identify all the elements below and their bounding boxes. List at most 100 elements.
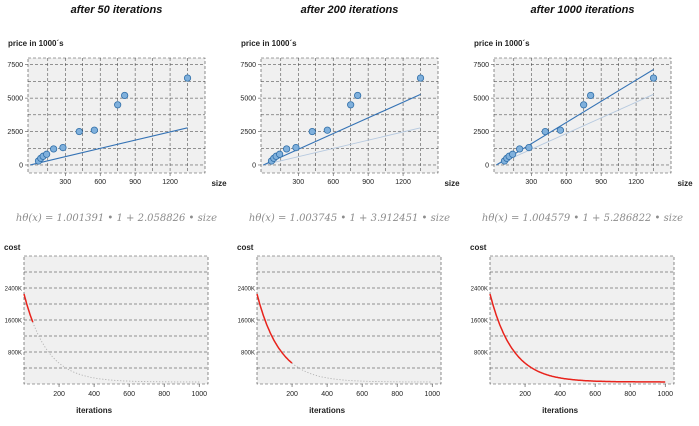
- panel-title-2: after 200 iterations: [300, 4, 399, 16]
- x-tick-label: 600: [123, 391, 135, 398]
- data-point: [509, 150, 517, 158]
- y-axis-label: cost: [4, 243, 21, 252]
- data-point: [516, 145, 524, 153]
- data-point: [354, 91, 362, 100]
- cost-chart-2: 800K 1600K 2400K 200 400 600 800 1000 cost iterat…: [237, 243, 442, 415]
- data-point: [587, 91, 595, 100]
- data-point: [649, 74, 658, 82]
- data-point: [308, 127, 316, 136]
- remaining-cost-curve: [291, 362, 433, 383]
- hypothesis-formula-2: hθ(x) = 1.003745 • 1 + 3.912451 • size: [248, 213, 451, 224]
- data-point: [43, 150, 51, 158]
- y-tick-label: 2400K: [5, 287, 22, 293]
- y-tick-label: 5000: [240, 96, 256, 103]
- x-tick-label: 900: [595, 179, 607, 186]
- x-tick-label: 200: [519, 391, 531, 398]
- y-tick-label: 2400K: [471, 287, 488, 293]
- y-axis-label: price in 1000´s: [241, 39, 297, 48]
- x-tick-label: 600: [560, 179, 572, 186]
- x-tick-label: 1000: [191, 391, 207, 398]
- x-tick-label: 600: [356, 391, 368, 398]
- hypothesis-formula-1: hθ(x) = 1.001391 • 1 + 2.058826 • size: [15, 213, 218, 224]
- remaining-cost-curve: [32, 321, 200, 383]
- x-axis-label: size: [677, 179, 693, 188]
- y-tick-label: 800K: [474, 351, 488, 357]
- x-tick-label: 1200: [395, 179, 411, 186]
- y-axis-label: price in 1000´s: [8, 39, 64, 48]
- cost-chart-1: 800K 1600K 2400K 200 400 600 800 1000 cost iterat…: [4, 243, 209, 415]
- y-tick-label: 0: [252, 162, 256, 169]
- x-tick-label: 800: [391, 391, 403, 398]
- data-point: [347, 101, 355, 109]
- data-point: [283, 145, 291, 153]
- y-tick-label: 5000: [7, 96, 23, 103]
- x-tick-label: 900: [129, 179, 141, 186]
- x-tick-label: 300: [292, 179, 304, 186]
- previous-regression-line: [263, 127, 421, 166]
- y-tick-label: 7500: [473, 62, 489, 69]
- cost-chart-3: 800K 1600K 2400K 200 400 600 800 1000 cost iterat…: [470, 243, 675, 415]
- y-tick-label: 800K: [241, 351, 255, 357]
- scatter-chart-3: 0 2500 5000 7500 300 600 900 1200 price in 1000´…: [473, 39, 693, 188]
- data-point: [323, 126, 331, 134]
- y-tick-label: 2500: [240, 129, 256, 136]
- panel-title-1: after 50 iterations: [70, 4, 163, 16]
- x-tick-label: 300: [525, 179, 537, 186]
- data-point: [276, 150, 284, 158]
- plot-area: [27, 57, 206, 174]
- y-tick-label: 7500: [7, 62, 23, 69]
- x-axis-label: iterations: [542, 406, 579, 415]
- x-tick-label: 200: [53, 391, 65, 398]
- x-tick-label: 300: [59, 179, 71, 186]
- data-point: [556, 126, 564, 134]
- x-axis-label: iterations: [76, 406, 113, 415]
- y-tick-label: 1600K: [238, 319, 255, 325]
- y-axis-label: cost: [237, 243, 254, 252]
- y-tick-label: 800K: [8, 351, 22, 357]
- y-axis-label: cost: [470, 243, 487, 252]
- x-axis-label: size: [444, 179, 460, 188]
- y-axis-label: price in 1000´s: [474, 39, 530, 48]
- data-point: [292, 143, 300, 152]
- x-tick-label: 800: [158, 391, 170, 398]
- data-point: [59, 143, 67, 152]
- data-point: [416, 74, 425, 82]
- cost-curve: [23, 293, 34, 323]
- plot-area: [260, 57, 439, 174]
- data-point: [525, 143, 533, 152]
- previous-regression-line: [496, 93, 654, 166]
- data-point: [183, 74, 192, 82]
- data-point: [541, 127, 549, 136]
- x-tick-label: 1200: [162, 179, 178, 186]
- x-tick-label: 200: [286, 391, 298, 398]
- y-tick-label: 2400K: [238, 287, 255, 293]
- cost-curve: [489, 293, 666, 383]
- y-tick-label: 2500: [473, 129, 489, 136]
- x-tick-label: 400: [554, 391, 566, 398]
- y-tick-label: 5000: [473, 96, 489, 103]
- x-axis-label: size: [211, 179, 227, 188]
- x-tick-label: 400: [321, 391, 333, 398]
- scatter-chart-1: 0 2500 5000 7500 300 600 900 1200 price in 1000´…: [7, 39, 227, 188]
- y-tick-label: 0: [485, 162, 489, 169]
- x-axis-label: iterations: [309, 406, 346, 415]
- x-tick-label: 900: [362, 179, 374, 186]
- panel-title-3: after 1000 iterations: [530, 4, 635, 16]
- regression-line: [263, 93, 421, 166]
- data-point: [50, 145, 58, 153]
- x-tick-label: 800: [624, 391, 636, 398]
- data-point: [580, 101, 588, 109]
- y-tick-label: 0: [19, 162, 23, 169]
- data-point: [75, 127, 83, 136]
- data-point: [121, 91, 129, 100]
- scatter-chart-2: 0 2500 5000 7500 300 600 900 1200 price in 1000´…: [240, 39, 460, 188]
- y-tick-label: 7500: [240, 62, 256, 69]
- hypothesis-formula-3: hθ(x) = 1.004579 • 1 + 5.286822 • size: [481, 213, 684, 224]
- cost-curve: [256, 293, 293, 364]
- regression-line: [30, 127, 188, 166]
- y-tick-label: 1600K: [471, 319, 488, 325]
- data-point: [114, 101, 122, 109]
- x-tick-label: 400: [88, 391, 100, 398]
- x-tick-label: 600: [94, 179, 106, 186]
- x-tick-label: 1200: [628, 179, 644, 186]
